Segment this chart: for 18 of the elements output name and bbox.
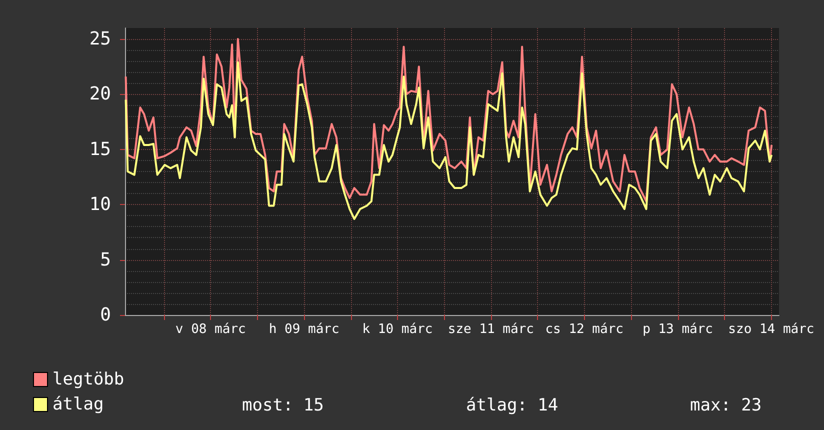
x-tick-label: szo 14 márc (728, 322, 814, 337)
y-tick-label: 0 (100, 304, 111, 326)
text: most: 15 (242, 396, 324, 416)
x-tick-label: sze 11 márc (448, 322, 534, 337)
x-tick-label: k 10 márc (362, 322, 433, 337)
y-tick-label: 15 (89, 138, 111, 160)
legend-label: legtöbb (52, 370, 124, 390)
y-tick-label: 5 (100, 249, 111, 270)
y-tick-label: 25 (89, 28, 111, 50)
legend-label: átlag (52, 394, 104, 414)
x-tick-label: cs 12 márc (545, 322, 624, 337)
y-tick-label: 20 (89, 84, 111, 105)
x-tick-label: p 13 márc (642, 322, 714, 337)
x-tick-label: h 09 márc (268, 322, 340, 337)
text: átlag: 14 (466, 396, 558, 416)
x-tick-label: v 08 márc (175, 322, 246, 337)
y-tick-label: 10 (89, 194, 111, 216)
text: max: 23 (690, 396, 762, 416)
